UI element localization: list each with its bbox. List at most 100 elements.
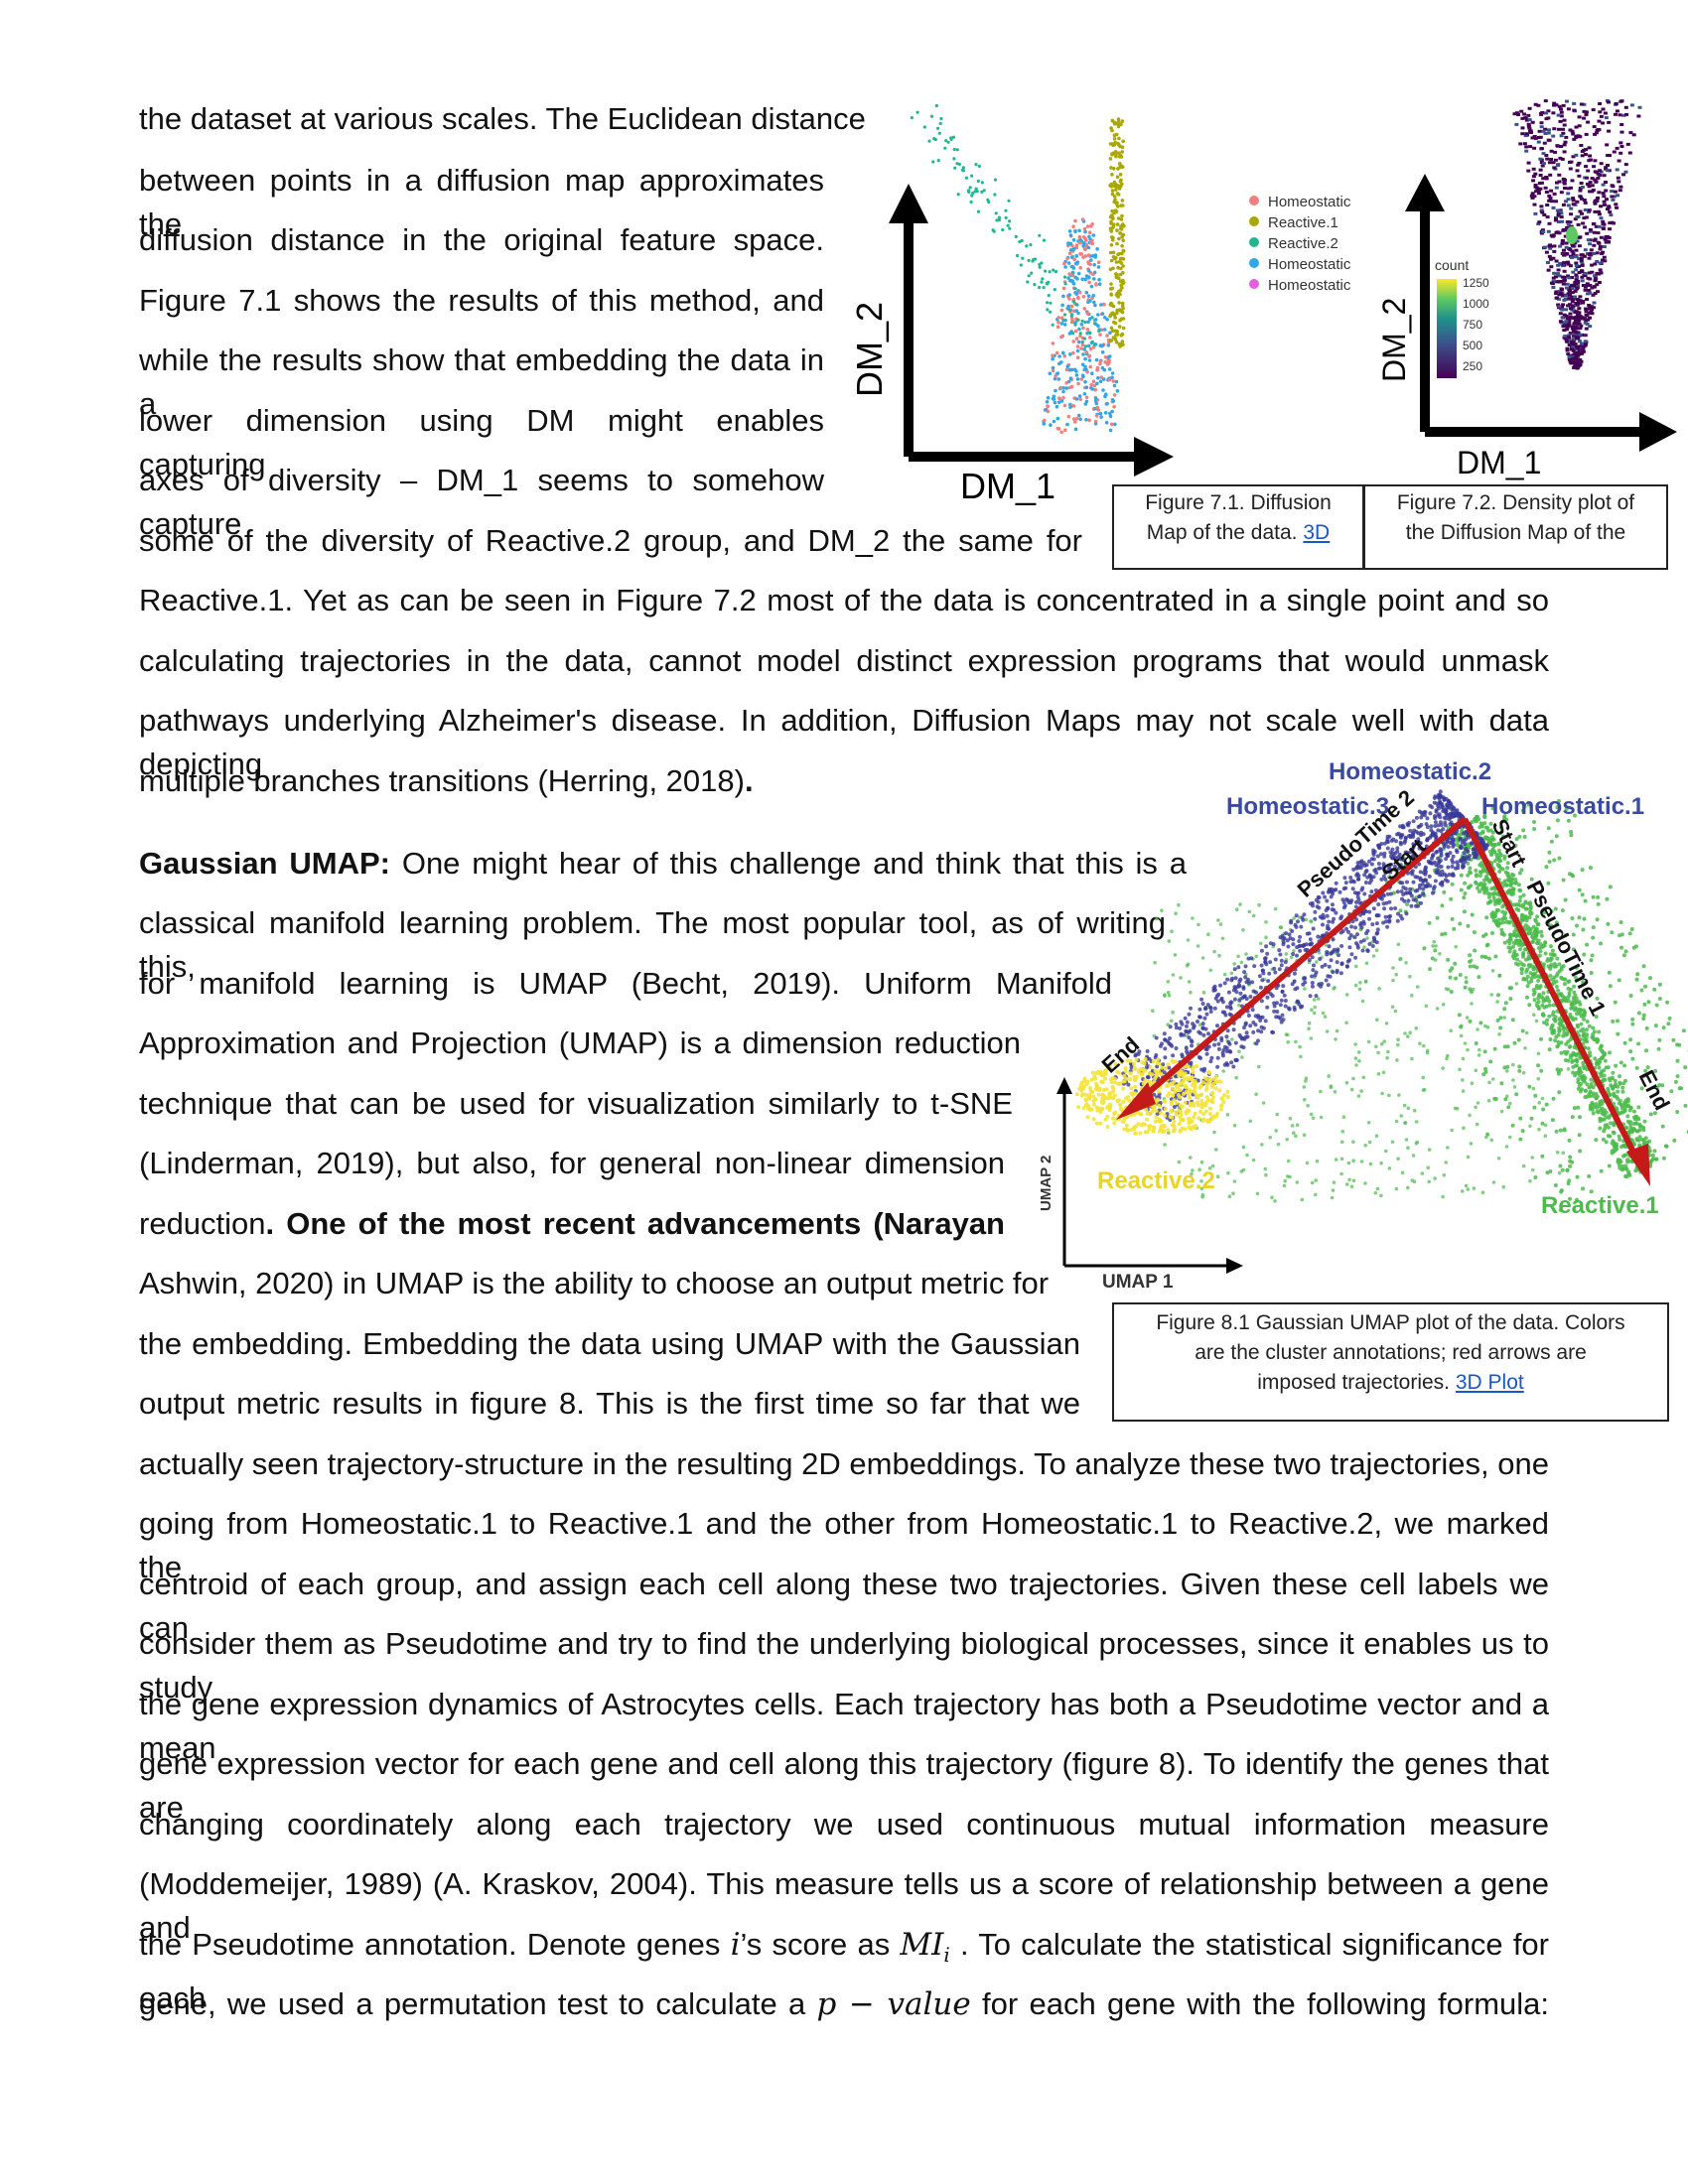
scatter-point xyxy=(1485,1025,1490,1029)
density-cell xyxy=(1618,99,1623,103)
scatter-point xyxy=(1113,337,1117,341)
scatter-point xyxy=(1331,902,1335,907)
scatter-point xyxy=(1425,825,1430,830)
density-cell xyxy=(1615,205,1619,209)
density-cell xyxy=(1570,129,1575,133)
scatter-point xyxy=(1681,1028,1686,1033)
density-cell xyxy=(1567,297,1572,301)
scatter-point xyxy=(1106,343,1111,347)
scatter-point xyxy=(1072,246,1076,251)
scatter-point xyxy=(1061,350,1065,355)
scatter-point xyxy=(1610,1075,1615,1080)
scatter-point xyxy=(1644,1048,1648,1053)
scatter-point xyxy=(1343,881,1348,886)
scatter-point xyxy=(1340,1129,1344,1134)
scatter-point xyxy=(1185,963,1190,968)
scatter-point xyxy=(1251,1029,1256,1034)
scatter-point xyxy=(1600,1106,1605,1111)
scatter-point xyxy=(1517,1068,1522,1073)
density-cell xyxy=(1597,281,1602,284)
density-cell xyxy=(1533,184,1538,187)
density-cell xyxy=(1549,158,1554,161)
density-cell xyxy=(1559,107,1563,111)
density-cell xyxy=(1573,325,1578,329)
scatter-point xyxy=(1367,1140,1372,1145)
scatter-point xyxy=(1531,1167,1535,1172)
density-cell xyxy=(1556,303,1561,307)
scatter-point xyxy=(1545,1170,1550,1175)
density-cell xyxy=(1572,108,1577,112)
scatter-point xyxy=(1626,1131,1631,1136)
scatter-point xyxy=(1059,399,1064,403)
scatter-point xyxy=(1484,915,1489,920)
density-cell xyxy=(1557,293,1562,297)
scatter-point xyxy=(1436,856,1441,861)
scatter-point xyxy=(1518,894,1523,899)
scatter-point xyxy=(1679,1086,1684,1091)
density-cell xyxy=(1577,115,1582,119)
scatter-point xyxy=(1622,1100,1627,1105)
density-cell xyxy=(1562,123,1567,127)
y-axis-label: DM_2 xyxy=(1376,298,1412,382)
density-cell xyxy=(1568,316,1573,319)
scatter-point xyxy=(1346,900,1351,904)
scatter-point xyxy=(1470,1002,1474,1006)
scatter-point xyxy=(1215,999,1220,1004)
scatter-point xyxy=(1421,887,1426,891)
density-cell xyxy=(1574,351,1579,355)
scatter-point xyxy=(1376,1050,1380,1055)
scatter-point xyxy=(1233,1040,1238,1045)
density-cell xyxy=(1580,197,1584,201)
density-cell xyxy=(1572,316,1577,320)
scatter-point xyxy=(1118,231,1123,235)
density-cell xyxy=(1592,252,1597,255)
scatter-point xyxy=(1313,1005,1318,1010)
density-cell xyxy=(1541,177,1546,181)
scatter-point xyxy=(1278,1003,1283,1008)
scatter-point xyxy=(1627,931,1632,936)
scatter-point xyxy=(1295,945,1300,950)
scatter-point xyxy=(1113,316,1117,320)
scatter-point xyxy=(1275,1010,1280,1014)
scatter-point xyxy=(1466,1047,1470,1052)
density-cell xyxy=(1552,244,1557,248)
scatter-point xyxy=(1616,1019,1619,1024)
scatter-point xyxy=(1074,337,1079,341)
scatter-point xyxy=(1636,1011,1641,1016)
scatter-point xyxy=(1083,277,1088,282)
scatter-point xyxy=(1162,1070,1167,1075)
scatter-point xyxy=(1163,1046,1168,1051)
scatter-point xyxy=(1468,866,1473,871)
density-cell xyxy=(1590,308,1594,312)
scatter-point xyxy=(1467,885,1472,889)
scatter-point xyxy=(1055,350,1059,355)
density-cell xyxy=(1566,352,1571,356)
scatter-point xyxy=(1078,397,1082,402)
3d-link[interactable]: 3D xyxy=(1303,521,1331,544)
scatter-point xyxy=(1545,1022,1549,1026)
scatter-point xyxy=(1121,270,1125,275)
density-cell xyxy=(1561,282,1566,286)
scatter-point xyxy=(1371,954,1376,958)
density-cell xyxy=(1550,200,1555,204)
paragraph-line: diffusion distance in the original featu… xyxy=(139,222,824,257)
density-cell xyxy=(1595,271,1600,275)
scatter-point xyxy=(1608,885,1613,889)
scatter-point xyxy=(1078,266,1082,270)
scatter-point xyxy=(1294,913,1299,918)
scatter-point xyxy=(1468,987,1473,992)
scatter-point xyxy=(1215,1024,1219,1028)
density-cell xyxy=(1520,132,1525,136)
density-cell xyxy=(1592,125,1597,129)
scatter-point xyxy=(952,157,956,161)
scatter-point xyxy=(1399,889,1404,893)
scatter-point xyxy=(1421,1088,1426,1092)
scatter-point xyxy=(1091,379,1096,384)
scatter-point xyxy=(1434,835,1439,840)
scatter-point xyxy=(1116,216,1121,220)
density-cell xyxy=(1546,268,1551,272)
scatter-point xyxy=(1014,234,1018,238)
density-cell xyxy=(1554,186,1559,190)
scatter-point xyxy=(1446,845,1451,850)
scatter-point xyxy=(1368,1161,1373,1166)
